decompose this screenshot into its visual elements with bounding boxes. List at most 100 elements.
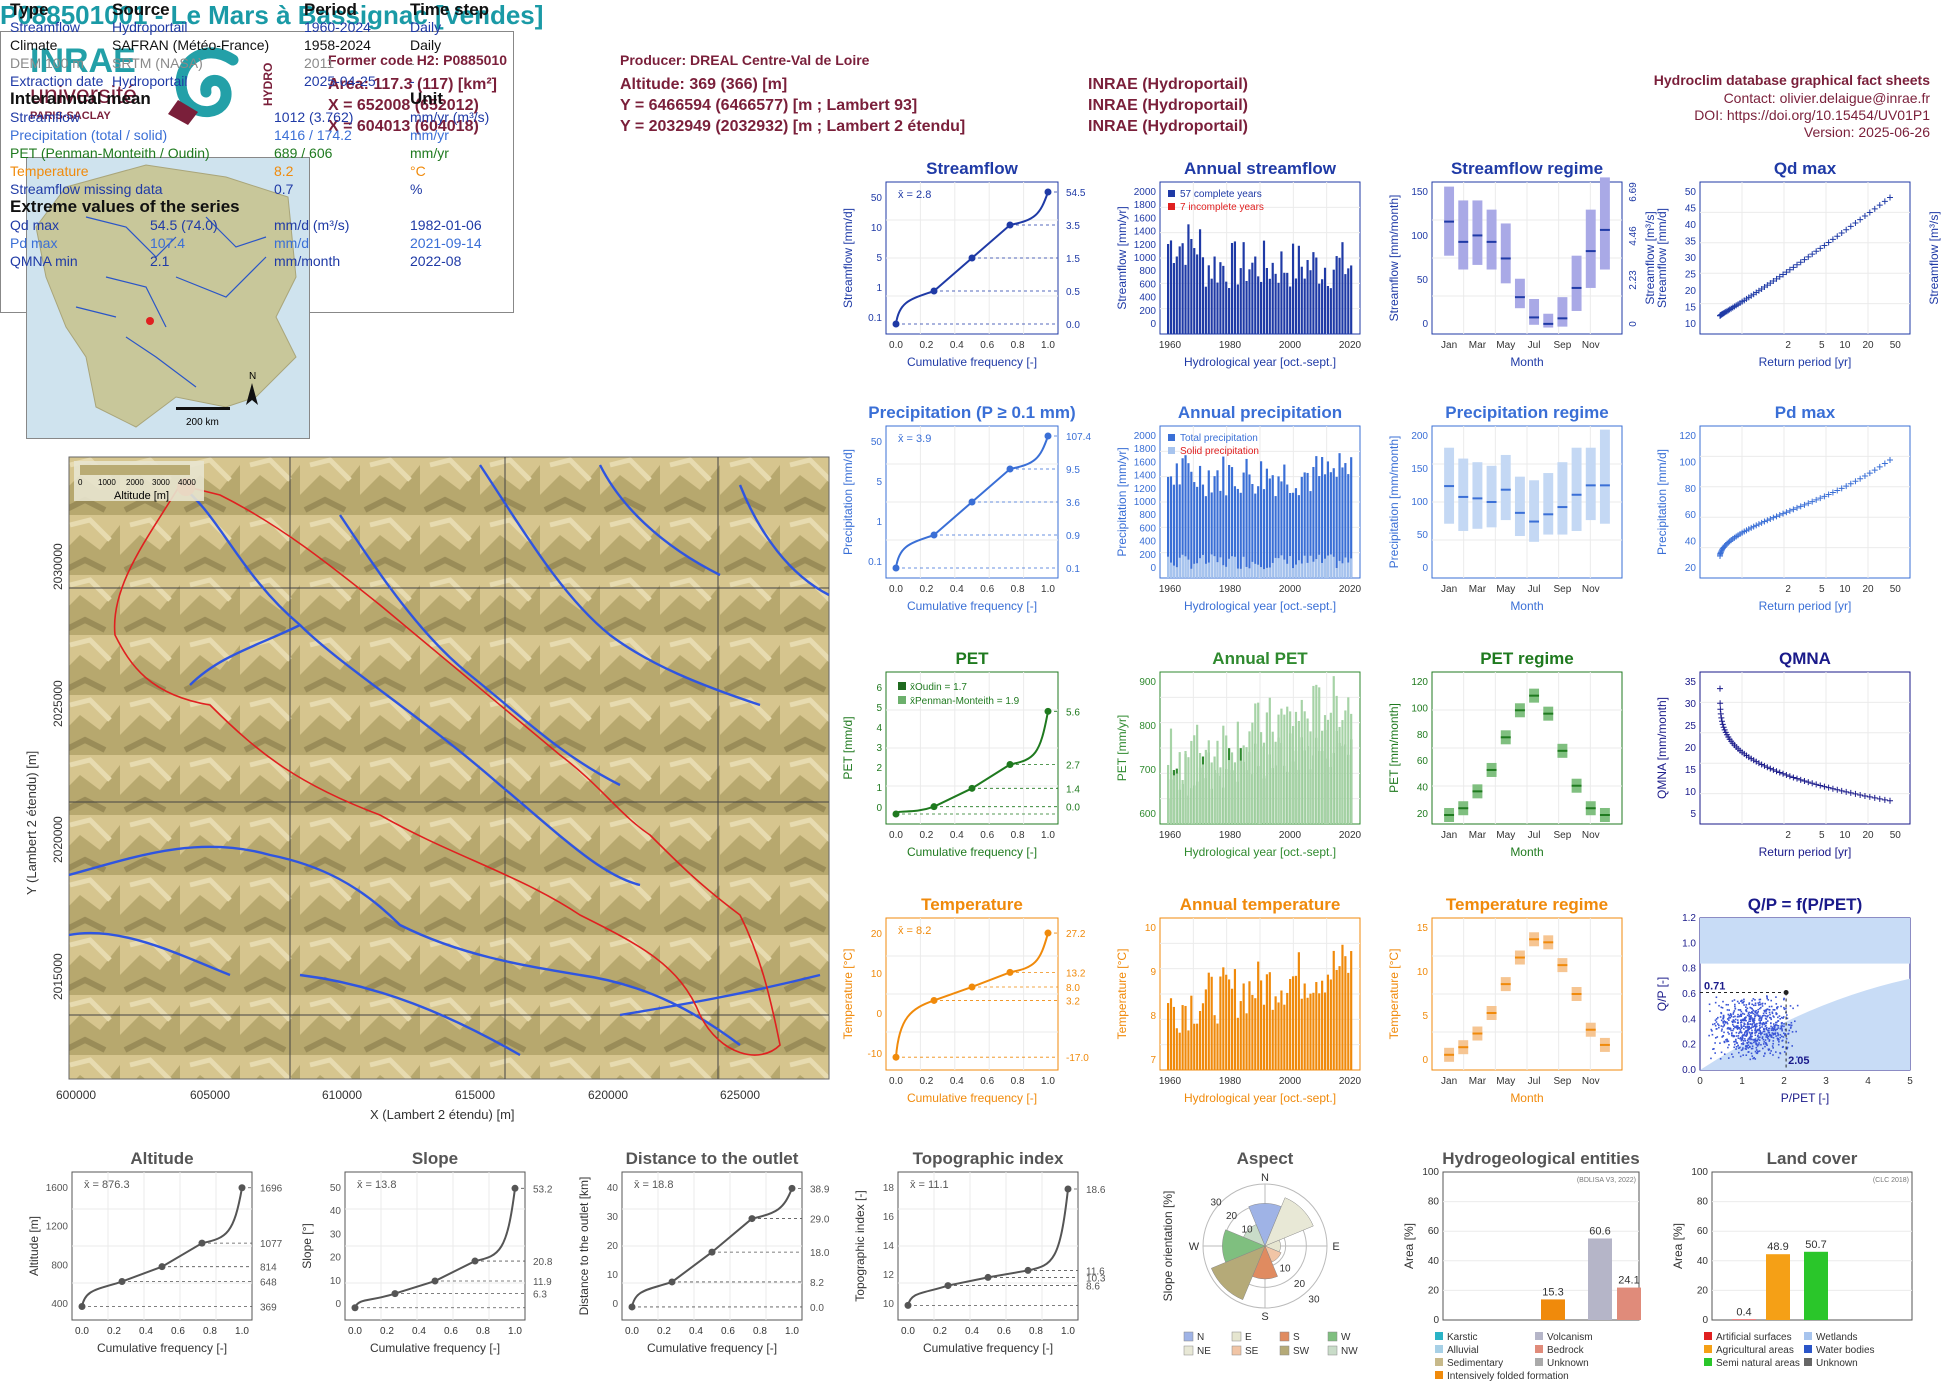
annual-bar xyxy=(1198,1010,1202,1070)
annual-bar xyxy=(1225,974,1228,1070)
qp-point xyxy=(1722,1017,1724,1020)
regime-box xyxy=(1585,447,1596,521)
qp-point xyxy=(1712,1048,1714,1051)
qp-point xyxy=(1738,1031,1741,1033)
qp-point xyxy=(1760,1043,1762,1046)
qp-point xyxy=(1726,1009,1729,1011)
legend-label: Wetlands xyxy=(1816,1332,1858,1343)
annual-bar-secondary xyxy=(1201,764,1205,824)
qp-point xyxy=(1766,1044,1768,1047)
y-tick-label: 1400 xyxy=(1134,471,1157,482)
svg-text:2020000: 2020000 xyxy=(51,816,65,863)
qp-point xyxy=(1749,1023,1752,1025)
qp-point xyxy=(1768,1009,1771,1011)
annual-bar-secondary xyxy=(1204,563,1207,578)
qp-point xyxy=(1755,1040,1758,1042)
rp-point xyxy=(1838,787,1845,794)
annual-bar xyxy=(1332,950,1335,1070)
x-tick-label: May xyxy=(1496,830,1515,841)
right-tick-label: 6.69 xyxy=(1628,182,1639,202)
chart-title: Streamflow regime xyxy=(1451,159,1603,178)
qp-point xyxy=(1775,1013,1778,1016)
x-tick-label: 1 xyxy=(1739,1076,1745,1087)
y-tick-label: 0 xyxy=(1433,1315,1439,1326)
qp-point xyxy=(1759,1016,1761,1019)
y-tick-label: 2000 xyxy=(1134,187,1157,198)
rp-point xyxy=(1852,478,1859,485)
qp-point xyxy=(1746,1026,1749,1029)
right-tick-label: -17.0 xyxy=(1066,1053,1089,1064)
qp-point xyxy=(1735,1031,1738,1034)
qp-point xyxy=(1748,1020,1750,1023)
qp-point xyxy=(1761,1015,1764,1017)
source-1: INRAE (Hydroportail) xyxy=(1088,76,1248,93)
chart-title: Qd max xyxy=(1774,159,1837,178)
x-tick-label: 0.4 xyxy=(950,340,964,351)
annual-bar xyxy=(1228,288,1231,334)
regime-box xyxy=(1486,465,1497,528)
annual-bar-secondary xyxy=(1321,562,1324,578)
qp-point xyxy=(1771,1045,1774,1047)
y-tick-label: 700 xyxy=(1139,765,1156,776)
annual-bar xyxy=(1283,1004,1286,1070)
qp-point xyxy=(1759,1032,1762,1034)
annual-bar xyxy=(1268,478,1271,578)
qp-point xyxy=(1752,1057,1754,1060)
qp-point xyxy=(1726,1039,1729,1041)
y-axis-label: Temperature [°C] xyxy=(1115,949,1129,1040)
qp-point xyxy=(1773,1016,1775,1018)
qp-point xyxy=(1748,1031,1751,1034)
annual-bar-secondary xyxy=(1286,706,1289,824)
mean-value: 8.2 xyxy=(274,163,294,179)
legend-label: x̄Oudin = 1.7 xyxy=(910,682,967,693)
annual-bar xyxy=(1347,972,1350,1070)
qp-point xyxy=(1779,1036,1782,1039)
chart-title: Pd max xyxy=(1775,403,1836,422)
qp-point xyxy=(1747,1038,1750,1040)
qp-point xyxy=(1748,1028,1750,1031)
qp-point xyxy=(1736,1016,1739,1018)
x-tick-label: 0.0 xyxy=(625,1326,639,1337)
qp-point xyxy=(1735,1045,1738,1048)
annual-bar-secondary xyxy=(1332,676,1335,824)
annual-bar xyxy=(1201,1003,1205,1070)
qp-point xyxy=(1730,1015,1733,1018)
qp-point xyxy=(1713,1023,1716,1025)
annual-bar-secondary xyxy=(1300,699,1303,824)
qp-point xyxy=(1768,1039,1771,1041)
qp-point xyxy=(1740,1038,1743,1040)
right-tick-label: 18.0 xyxy=(810,1248,830,1259)
annual-bar xyxy=(1335,476,1338,578)
x-tick-label: 5 xyxy=(1907,1076,1913,1087)
annual-bar-secondary xyxy=(1167,764,1170,824)
annual-bar-secondary xyxy=(1207,562,1210,578)
qp-point xyxy=(1740,1031,1743,1034)
chart-title: Q/P = f(P/PET) xyxy=(1748,895,1862,914)
qp-point xyxy=(1748,1003,1750,1005)
y-axis-label: Topographic index [-] xyxy=(853,1190,867,1301)
legend-label: SE xyxy=(1245,1346,1259,1357)
y-axis-label: Temperature [°C] xyxy=(1387,949,1401,1040)
annual-bar xyxy=(1230,467,1234,578)
qp-point xyxy=(1761,1005,1764,1007)
qp-point xyxy=(1749,1035,1752,1038)
right-tick-label: 8.6 xyxy=(1086,1282,1100,1293)
y-tick-label: 600 xyxy=(1139,523,1156,534)
right-tick-label: 1.4 xyxy=(1066,784,1080,795)
qp-point xyxy=(1765,1036,1767,1038)
rp-point xyxy=(1773,275,1780,282)
qp-point xyxy=(1743,1028,1745,1030)
qp-point xyxy=(1751,1008,1753,1010)
rp-point xyxy=(1817,245,1824,252)
qp-point xyxy=(1772,1040,1775,1042)
chart-title: QMNA xyxy=(1779,649,1831,668)
legend-label: Unknown xyxy=(1547,1358,1589,1369)
right-tick-label: 1696 xyxy=(260,1184,283,1195)
annual-bar xyxy=(1338,257,1341,334)
annual-bar xyxy=(1341,242,1344,334)
logos: INRAE université PARIS-SACLAY HYDRO xyxy=(30,42,275,125)
qp-point xyxy=(1736,1042,1739,1044)
y-tick-label: 80 xyxy=(1417,730,1429,741)
annual-bar xyxy=(1178,484,1181,578)
chart-title: Annual streamflow xyxy=(1184,159,1337,178)
